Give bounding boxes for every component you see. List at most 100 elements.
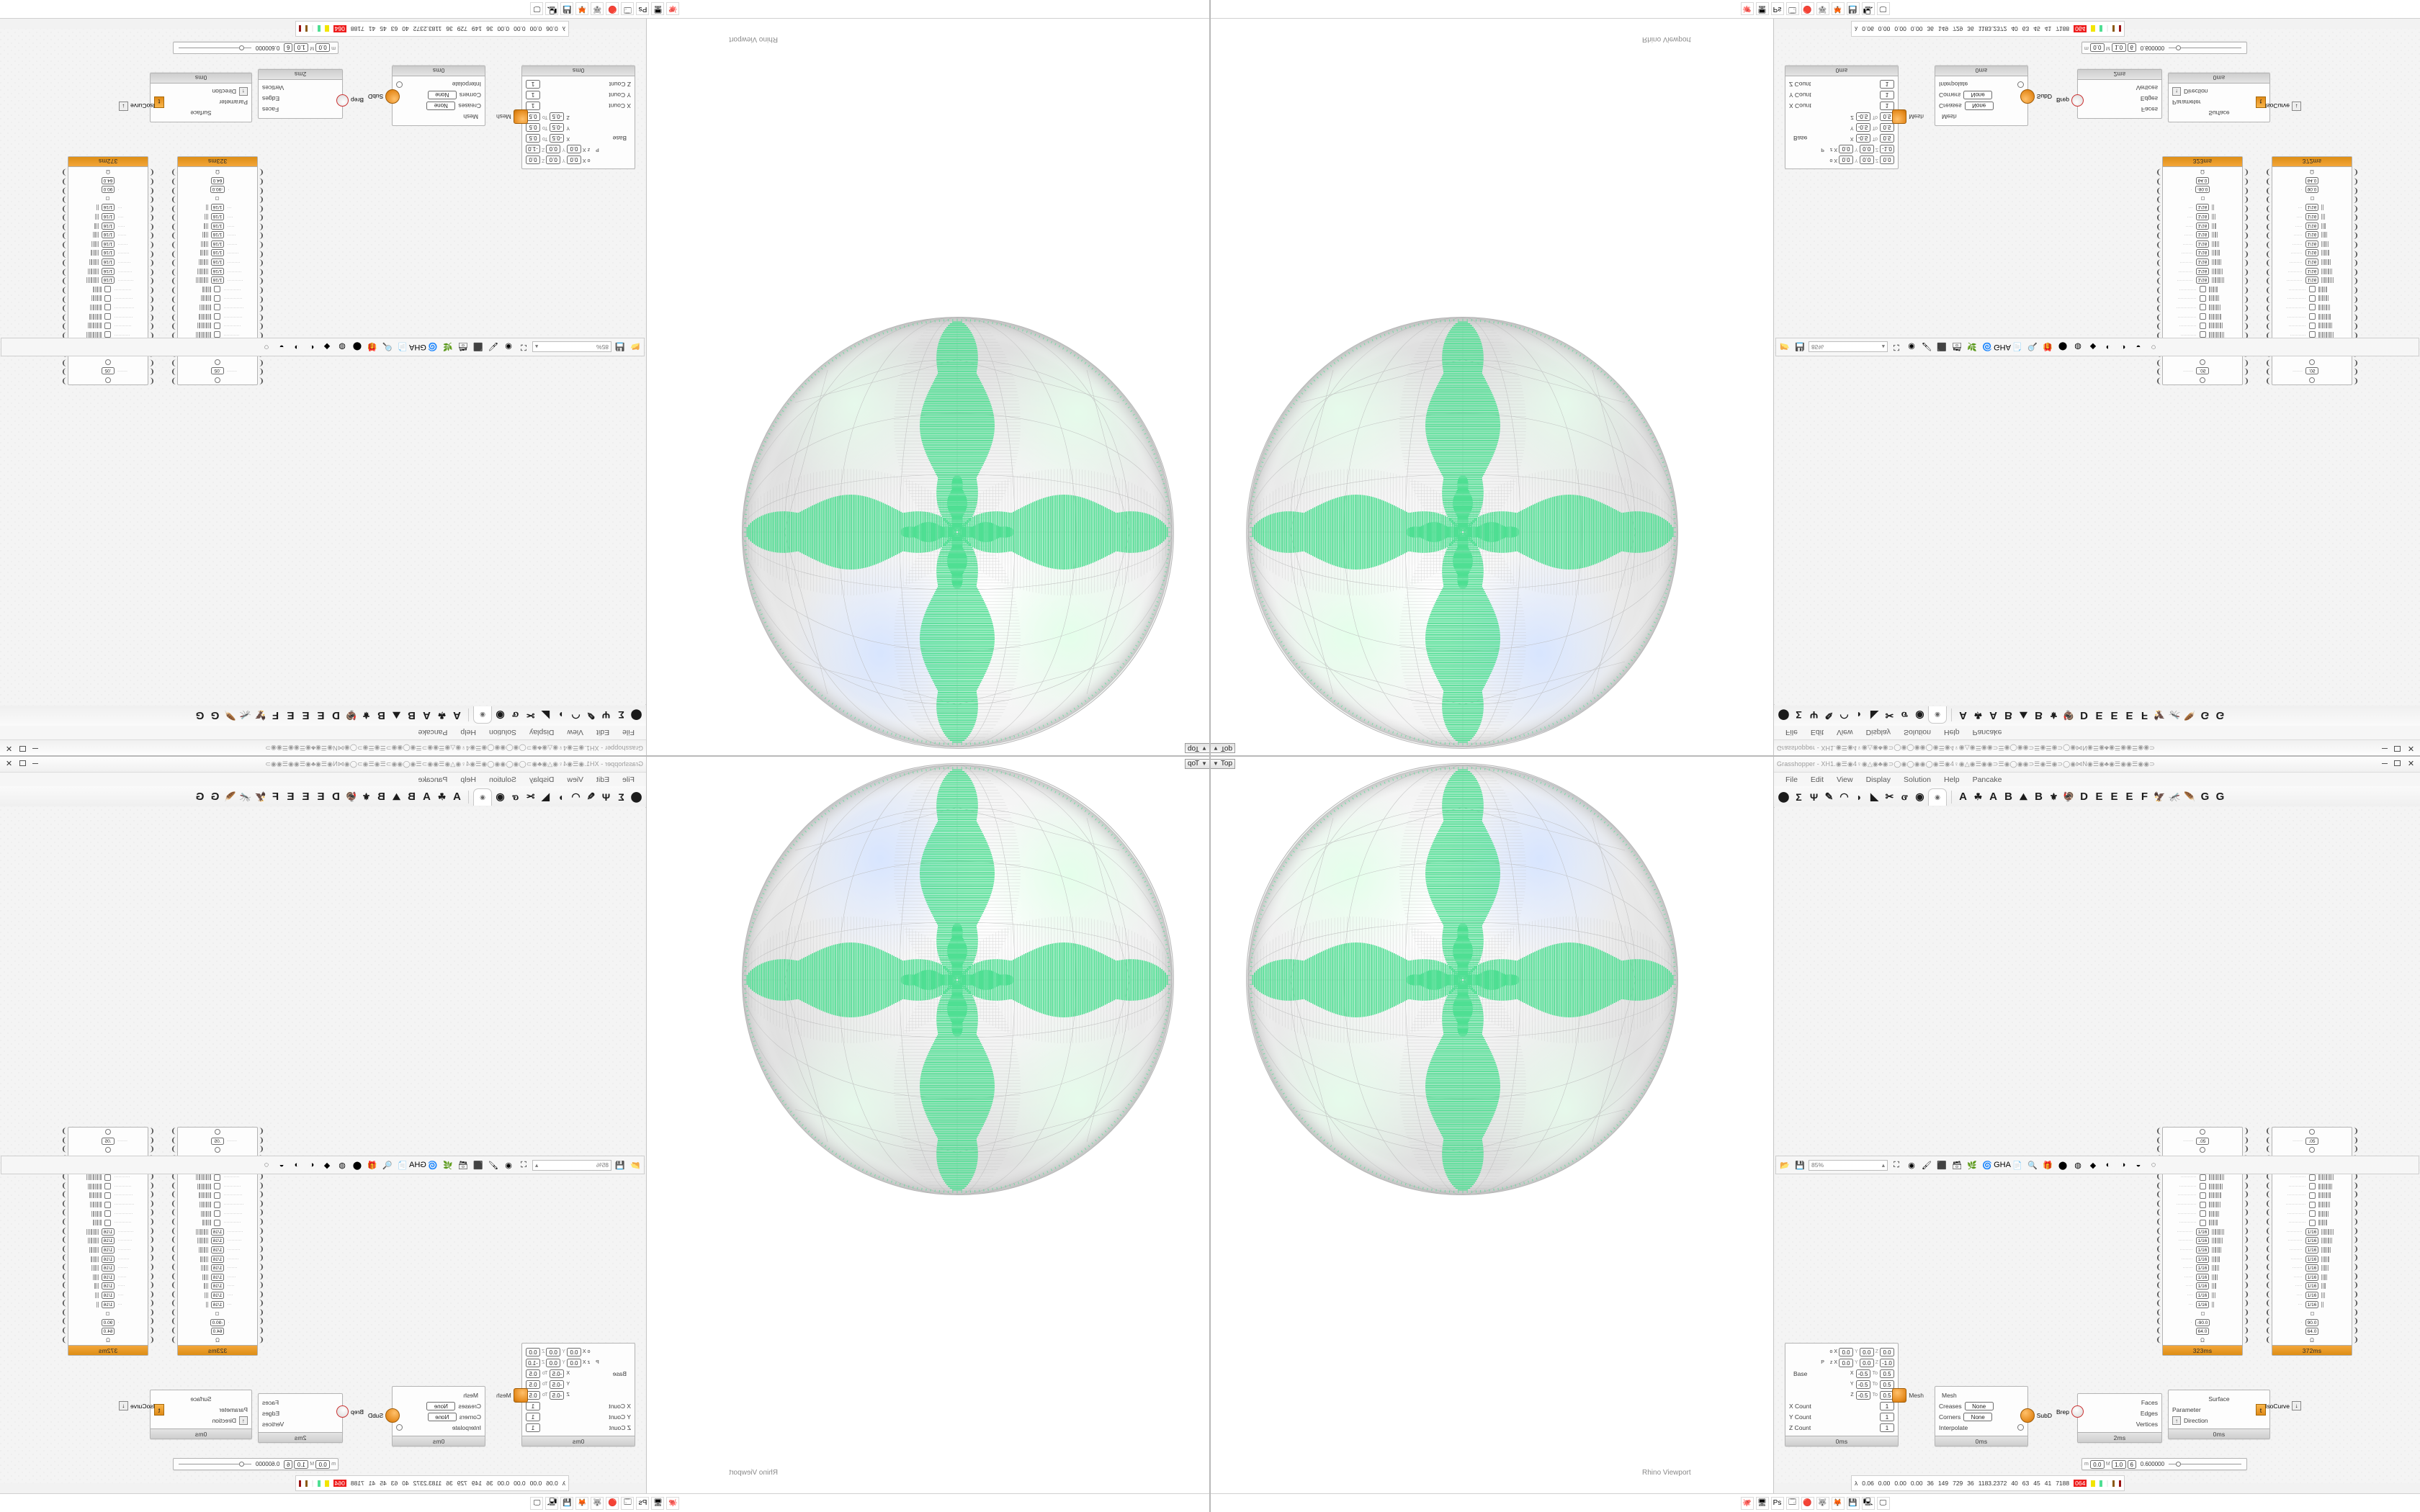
- ribbon-param-icon-1[interactable]: Σ: [618, 709, 624, 721]
- value-box[interactable]: 1/16: [210, 231, 225, 239]
- toggle-interpolate[interactable]: [2017, 1424, 2024, 1431]
- value-list-row[interactable]: ······ 1/16: [178, 1273, 257, 1282]
- port[interactable]: ❩: [61, 231, 68, 240]
- port[interactable]: ❨: [2265, 1245, 2272, 1254]
- toolbar-icon-4[interactable]: 🗃: [1952, 1161, 1962, 1170]
- uno-app-icon[interactable]: 🔴: [606, 1496, 619, 1510]
- toolbar-icon-16[interactable]: ◒: [279, 343, 284, 351]
- port[interactable]: ❨: [2265, 1272, 2272, 1281]
- port[interactable]: ❨: [148, 1136, 155, 1145]
- field-x-to[interactable]: 0.5: [526, 134, 540, 143]
- value-toggle-square[interactable]: [214, 294, 221, 302]
- grasshopper-window[interactable]: Grasshopper - XH1.◉☰◉4♀◉△◉♣◉⊃◯◉◯◉◉◯◉☰◉4♀…: [1773, 756, 2420, 1512]
- ribbon-param-icon-9[interactable]: ◉: [1915, 710, 1924, 721]
- value-list-row[interactable]: ··········· 1/16: [68, 1228, 148, 1237]
- port[interactable]: ❨: [258, 1191, 264, 1200]
- value-list-row[interactable]: ·············: [68, 312, 148, 321]
- port[interactable]: ❩: [2243, 168, 2249, 176]
- value-toggle-square[interactable]: [2308, 313, 2316, 320]
- toolbar-icon-15[interactable]: ◑: [294, 343, 300, 351]
- field-z-x[interactable]: 0.0: [566, 145, 581, 154]
- value-toggle-circle[interactable]: [105, 1147, 111, 1153]
- toolbar-icon-6[interactable]: 🌀: [1982, 342, 1992, 351]
- ribbon-param-icon-8[interactable]: ᏻ: [1901, 791, 1908, 802]
- port[interactable]: ❨: [2265, 312, 2272, 321]
- port[interactable]: ❨: [2156, 276, 2162, 285]
- value-list-row[interactable]: 64.0: [2163, 1327, 2242, 1336]
- toggle-interpolate[interactable]: [2017, 81, 2024, 88]
- port[interactable]: ❨: [2265, 1227, 2272, 1236]
- value-list-ports-right[interactable]: ❩❩❩❩❩❩❩❩❩❩❩❩❩❩❩❩❩❩❩❩❩❩❩❩: [2353, 1128, 2359, 1345]
- value-box[interactable]: 1/16: [210, 1300, 225, 1308]
- value-list-row[interactable]: ······· .05: [2163, 1137, 2242, 1146]
- value-list-row[interactable]: [2163, 1309, 2242, 1318]
- value-list-row[interactable]: ············: [68, 284, 148, 294]
- grasshopper-window[interactable]: Grasshopper - XH1.◉☰◉4♀◉△◉♣◉⊃◯◉◯◉◉◯◉☰◉4♀…: [1773, 0, 2420, 756]
- value-list-row[interactable]: ···· 1/16: [2272, 1291, 2352, 1300]
- field-z-z[interactable]: -1.0: [1880, 145, 1894, 154]
- value-toggle-square[interactable]: [104, 331, 112, 338]
- zoom-level-box[interactable]: 85% ▴: [1809, 341, 1888, 353]
- ribbon-active-tab[interactable]: ◉: [1928, 788, 1947, 806]
- ribbon-component-icon-14[interactable]: 🦟: [2169, 710, 2181, 721]
- direction-arrow-icon[interactable]: ↑: [2172, 1416, 2181, 1425]
- component-subd[interactable]: Mesh Creases None Corners None Interpola…: [368, 1386, 485, 1446]
- port[interactable]: ❩: [2243, 1146, 2249, 1154]
- port[interactable]: ❨: [2156, 249, 2162, 258]
- port[interactable]: ❩: [61, 186, 68, 194]
- toolbar-icon-1[interactable]: ◉: [505, 342, 512, 351]
- port[interactable]: ❩: [61, 286, 68, 294]
- toolbar-icon-15[interactable]: ◑: [2120, 1161, 2126, 1169]
- viewport-camera-dropdown[interactable]: ▼ Top: [1210, 743, 1236, 754]
- value-box[interactable]: 1/16: [101, 1300, 115, 1308]
- ribbon-component-icon-16[interactable]: G: [210, 709, 220, 721]
- port[interactable]: ❨: [148, 1227, 155, 1236]
- field-z-x[interactable]: 0.0: [1839, 1358, 1854, 1367]
- field-z-to[interactable]: 0.5: [526, 112, 540, 122]
- port[interactable]: ❨: [258, 286, 264, 294]
- port[interactable]: ❨: [2265, 222, 2272, 230]
- toggle-interpolate[interactable]: [396, 81, 403, 88]
- value-list-row[interactable]: · -90.0: [2163, 185, 2242, 194]
- field-o-y[interactable]: 0.0: [1859, 156, 1874, 165]
- toolbar-icon-5[interactable]: 🌿: [443, 1161, 453, 1170]
- port[interactable]: ❨: [2265, 276, 2272, 285]
- toolbar-icon-2[interactable]: 🖌: [1922, 1161, 1932, 1170]
- value-list-row[interactable]: ········ 1/16: [178, 248, 257, 258]
- port[interactable]: ❩: [61, 1308, 68, 1317]
- port[interactable]: ❩: [2243, 1227, 2249, 1236]
- port[interactable]: ❨: [2265, 258, 2272, 267]
- value-toggle-circle[interactable]: [2309, 377, 2315, 383]
- value-toggle-circle[interactable]: [2309, 1147, 2315, 1153]
- port[interactable]: ❨: [148, 1191, 155, 1200]
- port[interactable]: ❩: [2243, 240, 2249, 249]
- port[interactable]: ❨: [2156, 1318, 2162, 1326]
- inkscape-icon[interactable]: 🐺: [591, 1496, 604, 1510]
- menu-item-help[interactable]: Help: [460, 775, 477, 784]
- ribbon-component-icon-12[interactable]: F: [272, 791, 279, 803]
- toolbar-icon-17[interactable]: ◌: [264, 1161, 269, 1169]
- port[interactable]: ❩: [2243, 367, 2249, 376]
- field-y-count[interactable]: 1: [1880, 91, 1894, 100]
- ribbon-param-icon-8[interactable]: ᏻ: [1901, 710, 1908, 721]
- toolbar-icon-15[interactable]: ◑: [2120, 343, 2126, 351]
- value-list-row[interactable]: [178, 194, 257, 204]
- component-box-domain[interactable]: o X 0.0 Y 0.0 Z 0.0 P z X 0.0 Y 0.0 Z: [1785, 1343, 1924, 1446]
- port[interactable]: ❨: [258, 1245, 264, 1254]
- value-list-row[interactable]: 64.0: [68, 176, 148, 185]
- value-list-row[interactable]: ········· 1/16: [2163, 1246, 2242, 1255]
- menu-item-pancake[interactable]: Pancake: [1972, 775, 2002, 784]
- port[interactable]: ❩: [61, 1336, 68, 1344]
- ribbon-param-icon-2[interactable]: Ψ: [601, 709, 611, 721]
- port[interactable]: ❩: [2352, 258, 2359, 267]
- port[interactable]: ❩: [2352, 249, 2359, 258]
- value-box[interactable]: 1/16: [210, 1264, 225, 1272]
- value-list-row[interactable]: ········ 1/16: [2163, 248, 2242, 258]
- value-list-row[interactable]: ············: [2272, 1218, 2352, 1228]
- port[interactable]: ❩: [171, 1227, 177, 1236]
- toolbar-icon-3[interactable]: ⬛: [473, 1161, 483, 1170]
- port[interactable]: ❨: [148, 186, 155, 194]
- port[interactable]: ❩: [61, 1263, 68, 1272]
- window-app-icon[interactable]: 🗔: [1785, 2, 1799, 16]
- port[interactable]: ❩: [61, 377, 68, 384]
